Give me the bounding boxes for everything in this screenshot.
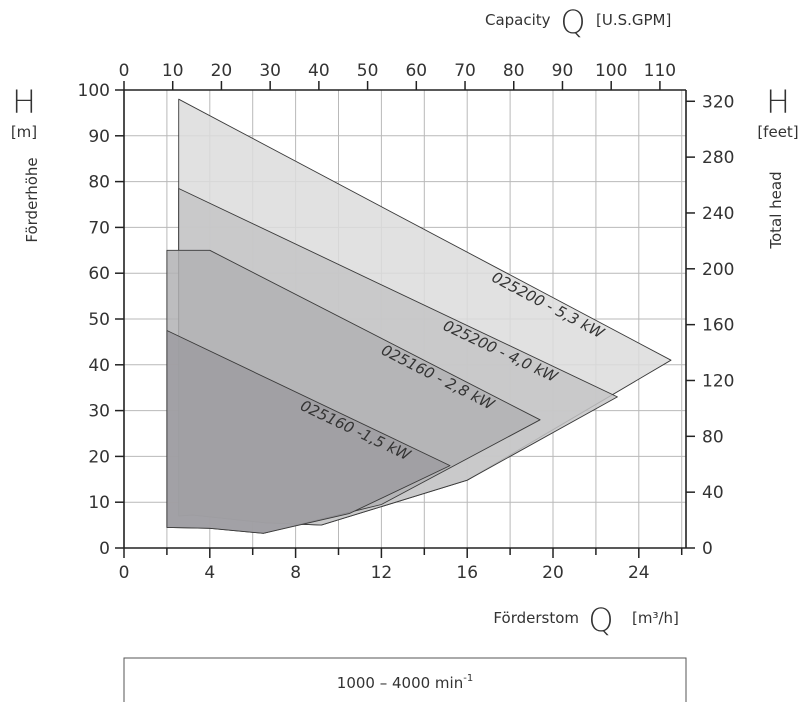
y-tick-label: 50 <box>88 310 110 330</box>
x-axis-label: Förderstom <box>493 609 579 627</box>
y-tick-label: 90 <box>88 127 110 147</box>
x-tick-label: 20 <box>542 563 564 583</box>
y2-tick-label: 320 <box>702 92 734 112</box>
x2-tick-label: 20 <box>211 61 233 81</box>
y-tick-label: 60 <box>88 264 110 284</box>
x2-tick-label: 90 <box>552 61 574 81</box>
y2-tick-label: 200 <box>702 260 734 280</box>
x2-tick-label: 10 <box>162 61 184 81</box>
x2-tick-label: 70 <box>454 61 476 81</box>
speed-range-text: 1000 – 4000 min <box>337 674 463 692</box>
y2-tick-label: 240 <box>702 204 734 224</box>
x-tick-label: 0 <box>119 563 130 583</box>
x2-tick-label: 60 <box>405 61 427 81</box>
y-tick-label: 30 <box>88 402 110 422</box>
y2-tick-label: 40 <box>702 483 724 503</box>
y-tick-label: 100 <box>78 81 110 101</box>
x2-tick-label: 110 <box>644 61 676 81</box>
x2-tick-label: 0 <box>119 61 130 81</box>
x2-tick-label: 30 <box>259 61 281 81</box>
y2-symbol: H <box>766 83 790 121</box>
y-tick-label: 80 <box>88 173 110 193</box>
series-area <box>166 330 451 534</box>
axes <box>115 81 695 558</box>
y-tick-label: 0 <box>99 539 110 559</box>
x-tick-label: 4 <box>204 563 215 583</box>
series-areas <box>166 98 672 534</box>
y-symbol: H <box>12 83 36 121</box>
x-tick-label: 8 <box>290 563 301 583</box>
x-tick-label: 24 <box>628 563 650 583</box>
x2-tick-label: 40 <box>308 61 330 81</box>
speed-range-box <box>123 657 687 702</box>
y2-tick-label: 280 <box>702 148 734 168</box>
y2-tick-label: 120 <box>702 371 734 391</box>
x2-symbol: Q <box>560 3 585 41</box>
y2-unit: [feet] <box>757 123 798 141</box>
y-tick-label: 40 <box>88 356 110 376</box>
y-tick-label: 70 <box>88 218 110 238</box>
speed-range-exponent: -1 <box>463 673 473 684</box>
y-tick-label: 20 <box>88 447 110 467</box>
y2-tick-label: 80 <box>702 427 724 447</box>
y2-axis-label: Total head <box>767 171 785 249</box>
x-symbol: Q <box>588 601 613 639</box>
x-unit: [m³/h] <box>632 609 679 627</box>
x2-tick-label: 80 <box>503 61 525 81</box>
x2-tick-label: 100 <box>595 61 627 81</box>
speed-range: 1000 – 4000 min-1 <box>337 673 473 692</box>
x2-unit: [U.S.GPM] <box>596 11 671 29</box>
x-tick-label: 16 <box>456 563 478 583</box>
y-unit: [m] <box>11 123 37 141</box>
y-tick-label: 10 <box>88 493 110 513</box>
y2-tick-label: 0 <box>702 539 713 559</box>
y-axis-label: Förderhöhe <box>23 157 41 242</box>
y2-tick-label: 160 <box>702 316 734 336</box>
x2-tick-label: 50 <box>357 61 379 81</box>
x2-axis-label: Capacity <box>485 11 551 29</box>
x-tick-label: 12 <box>371 563 393 583</box>
